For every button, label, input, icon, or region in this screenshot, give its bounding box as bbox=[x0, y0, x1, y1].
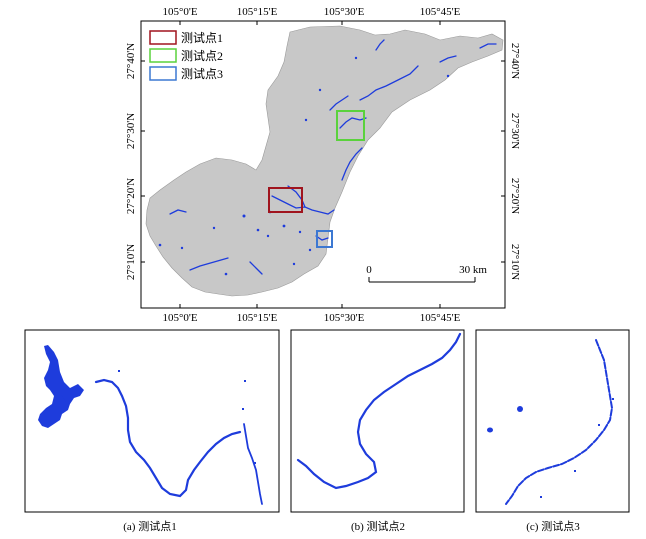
test-point-3-box bbox=[316, 230, 333, 248]
scale-bar bbox=[368, 277, 476, 283]
bottom-tick-3: 105°30'E bbox=[324, 312, 365, 324]
left-tick-2: 27°30'N bbox=[125, 113, 137, 149]
top-tick-4: 105°45'E bbox=[420, 6, 461, 18]
panel-a-lake-arm bbox=[56, 392, 66, 404]
legend-swatch-1 bbox=[149, 30, 177, 45]
main-map-lakes bbox=[158, 56, 450, 276]
scale-bar-end-label: 30 km bbox=[459, 264, 487, 276]
top-tick-2: 105°15'E bbox=[237, 6, 278, 18]
bottom-tick-1: 105°0'E bbox=[162, 312, 197, 324]
left-tick-3: 27°20'N bbox=[125, 178, 137, 214]
test-point-2-box bbox=[336, 110, 365, 141]
panel-a-river bbox=[94, 378, 242, 498]
left-tick-1: 27°40'N bbox=[125, 43, 137, 79]
legend-label-3: 测试点3 bbox=[181, 66, 223, 81]
bottom-tick-2: 105°15'E bbox=[237, 312, 278, 324]
panel-a-frame bbox=[24, 329, 280, 513]
left-tick-4: 27°10'N bbox=[125, 244, 137, 280]
right-tick-4: 27°10'N bbox=[509, 244, 521, 280]
scale-bar-start-label: 0 bbox=[366, 264, 372, 276]
bottom-tick-4: 105°45'E bbox=[420, 312, 461, 324]
panel-b-river bbox=[296, 332, 462, 490]
legend-swatch-3 bbox=[149, 66, 177, 81]
legend-label-2: 测试点2 bbox=[181, 48, 223, 63]
legend-label-1: 测试点1 bbox=[181, 30, 223, 45]
right-tick-3: 27°20'N bbox=[509, 178, 521, 214]
panel-c-caption: (c) 测试点3 bbox=[526, 520, 580, 533]
panel-b-caption: (b) 测试点2 bbox=[351, 520, 405, 533]
panel-c-river bbox=[505, 339, 614, 505]
right-tick-2: 27°30'N bbox=[509, 113, 521, 149]
main-map: 105°0'E 105°15'E 105°30'E 105°45'E 105°0… bbox=[125, 6, 521, 324]
panel-c: (c) 测试点3 bbox=[475, 329, 630, 533]
legend: 测试点1 测试点2 测试点3 bbox=[149, 30, 223, 81]
top-tick-3: 105°30'E bbox=[324, 6, 365, 18]
panel-b: (b) 测试点2 bbox=[290, 329, 465, 533]
top-tick-1: 105°0'E bbox=[162, 6, 197, 18]
panel-a: (a) 测试点1 bbox=[24, 329, 280, 533]
panel-c-frame bbox=[475, 329, 630, 513]
frame-ticks bbox=[141, 21, 505, 308]
study-area-polygon bbox=[145, 25, 504, 297]
panel-a-lake bbox=[38, 345, 84, 428]
panel-a-water-specks bbox=[118, 370, 256, 464]
test-point-1-box bbox=[268, 187, 303, 213]
panel-a-caption: (a) 测试点1 bbox=[123, 520, 176, 533]
panel-b-frame bbox=[290, 329, 465, 513]
legend-swatch-2 bbox=[149, 48, 177, 63]
right-tick-1: 27°40'N bbox=[509, 43, 521, 79]
panel-c-water-specks bbox=[487, 398, 614, 498]
